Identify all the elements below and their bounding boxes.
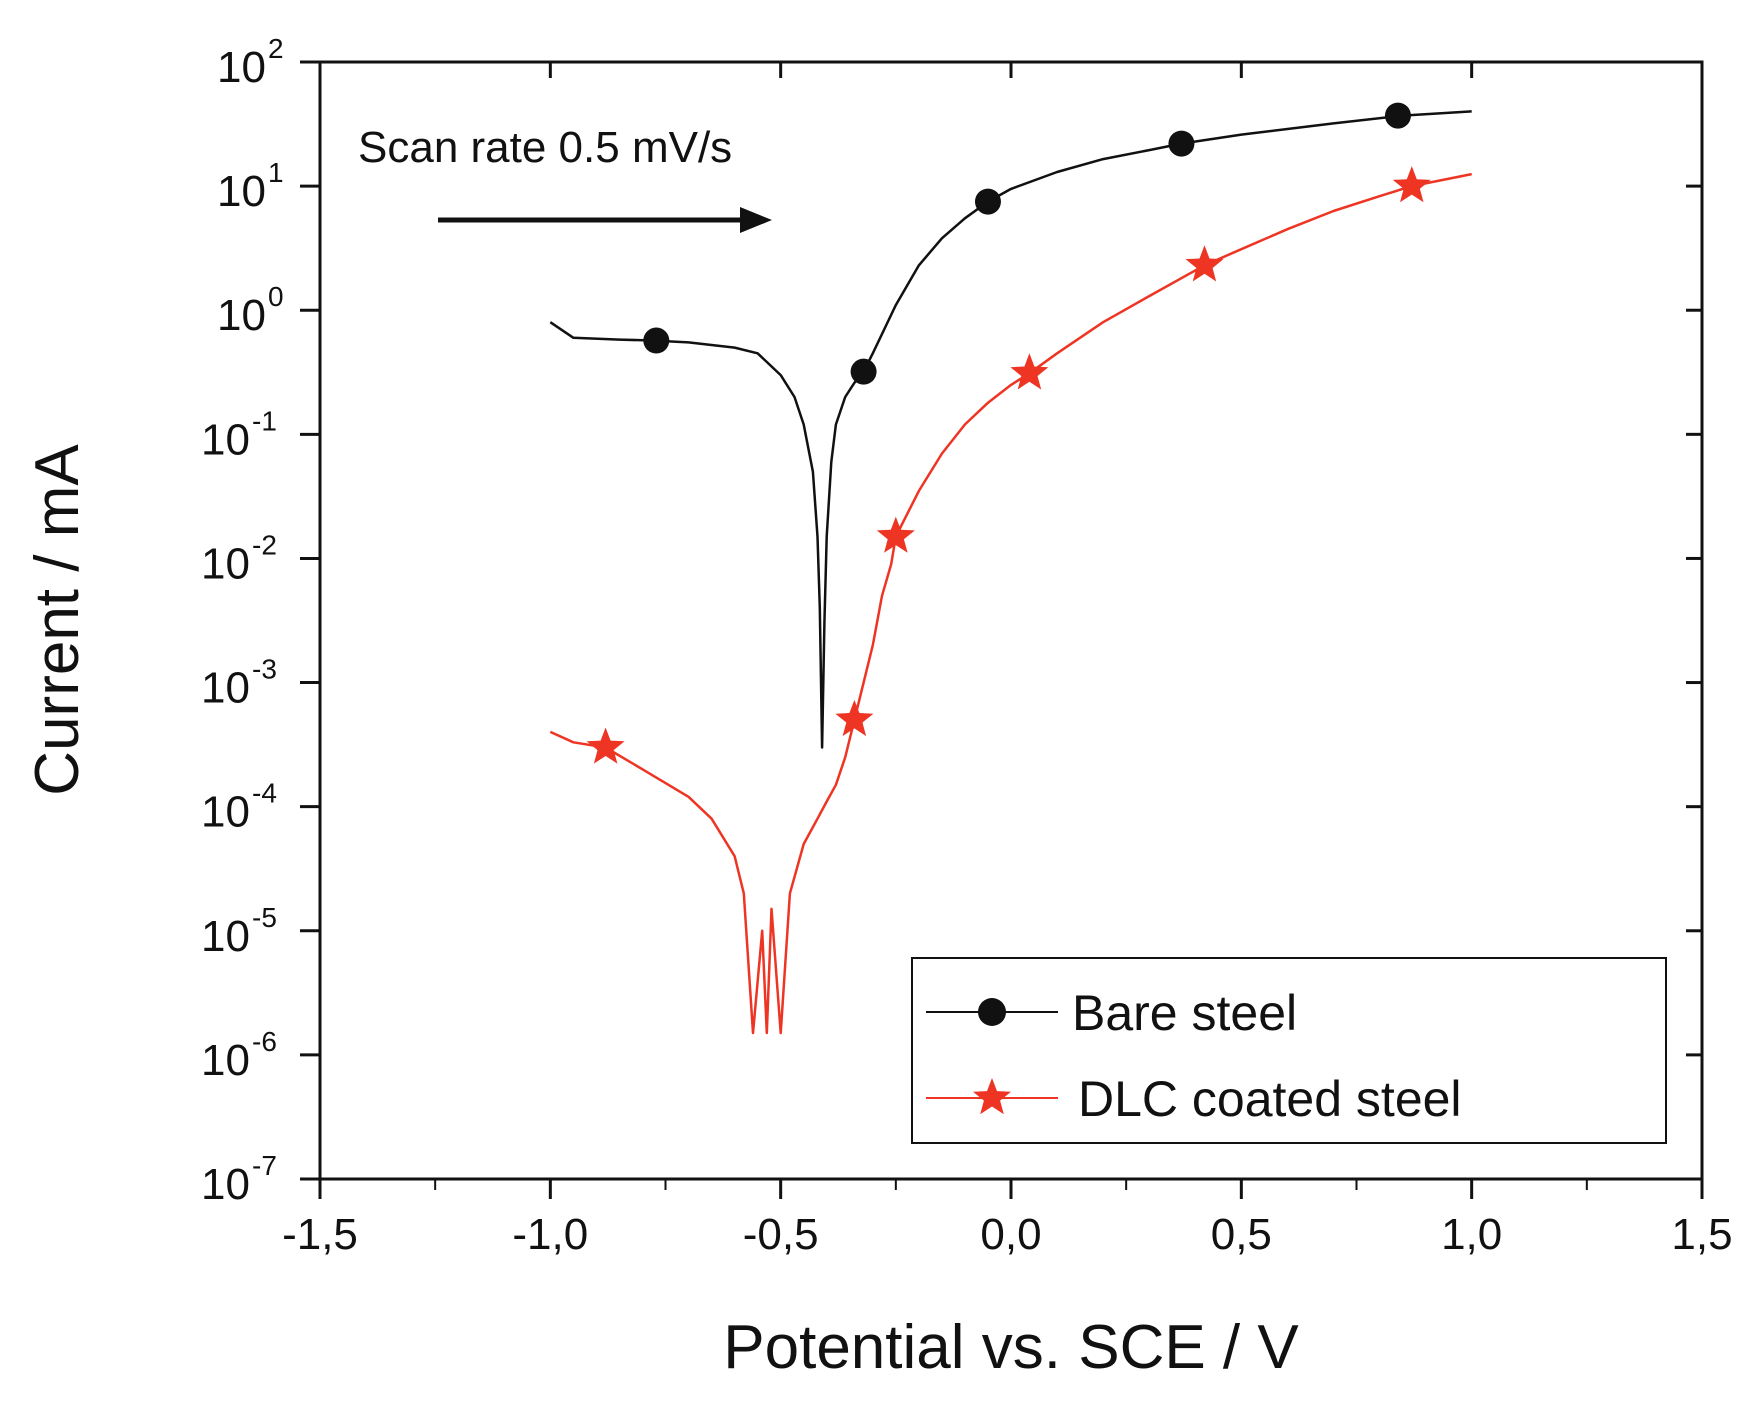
y-tick-base: 10: [217, 291, 266, 340]
y-tick-exponent: -4: [252, 778, 277, 809]
y-tick-label: 10 -1: [201, 405, 277, 464]
data-point-circle: [643, 327, 670, 354]
y-axis-title: Current / mA: [23, 444, 92, 796]
y-tick-exponent: -5: [252, 902, 277, 933]
x-tick-label: -1,0: [512, 1210, 588, 1259]
x-tick-label: 1,0: [1441, 1210, 1502, 1259]
y-tick-label: 10 2: [217, 33, 284, 92]
y-tick-exponent: -7: [252, 1150, 277, 1181]
legend-label-bare-steel: Bare steel: [1072, 985, 1297, 1041]
y-tick-base: 10: [201, 1160, 250, 1209]
y-tick-base: 10: [217, 167, 266, 216]
y-tick-exponent: 0: [268, 281, 284, 312]
y-tick-exponent: -3: [252, 654, 277, 685]
x-tick-label: 0,0: [980, 1210, 1041, 1259]
y-tick-exponent: -1: [252, 405, 277, 436]
y-tick-base: 10: [217, 43, 266, 92]
y-tick-base: 10: [201, 912, 250, 961]
y-tick-exponent: 2: [268, 33, 284, 64]
y-tick-base: 10: [201, 664, 250, 713]
data-point-circle: [1384, 102, 1411, 129]
data-point-circle: [974, 188, 1001, 215]
y-tick-base: 10: [201, 415, 250, 464]
series-line-1: [549, 172, 1472, 1035]
data-point-star: [876, 516, 915, 553]
y-tick-label: 10 -5: [201, 902, 277, 961]
y-tick-label: 10 -2: [201, 529, 277, 588]
y-tick-label: 10 -7: [201, 1150, 277, 1209]
y-tick-label: 10 -4: [201, 778, 277, 837]
legend: Bare steel DLC coated steel: [911, 957, 1667, 1144]
y-tick-label: 10 1: [217, 157, 284, 216]
x-tick-labels: -1,5 -1,0 -0,5 0,0 0,5 1,0 1,5: [282, 1210, 1733, 1259]
data-point-star: [1185, 245, 1224, 282]
y-tick-base: 10: [201, 1036, 250, 1085]
data-point-star: [1010, 353, 1049, 390]
data-point-star: [835, 699, 874, 737]
legend-item-bare-steel: Bare steel: [926, 985, 1297, 1041]
data-point-star: [586, 727, 625, 764]
data-point-circle: [850, 358, 877, 385]
y-tick-label: 10 0: [217, 281, 284, 340]
series-line-0: [549, 110, 1472, 749]
axis-ticks: [300, 60, 1704, 1199]
y-tick-exponent: 1: [268, 157, 284, 188]
data-point-star: [1392, 166, 1431, 203]
x-tick-label: -1,5: [282, 1210, 358, 1259]
legend-item-dlc: DLC coated steel: [926, 1071, 1462, 1127]
legend-box: [911, 957, 1667, 1144]
x-axis-title: Potential vs. SCE / V: [723, 1313, 1299, 1382]
scan-rate-annotation: Scan rate 0.5 mV/s: [358, 123, 732, 172]
y-tick-label: 10 -3: [201, 654, 277, 713]
y-tick-base: 10: [201, 788, 250, 837]
x-tick-label: -0,5: [743, 1210, 819, 1259]
y-tick-exponent: -2: [252, 529, 277, 560]
y-tick-base: 10: [201, 539, 250, 588]
legend-circle-marker: [978, 998, 1006, 1026]
x-tick-label: 1,5: [1671, 1210, 1732, 1259]
legend-label-dlc: DLC coated steel: [1078, 1071, 1462, 1127]
legend-star-marker: [973, 1078, 1011, 1115]
y-tick-exponent: -6: [252, 1026, 277, 1057]
y-tick-label: 10 -6: [201, 1026, 277, 1085]
scan-direction-arrow: [438, 207, 772, 233]
x-tick-label: 0,5: [1211, 1210, 1272, 1259]
legend-star-shape: [973, 1078, 1011, 1115]
data-point-circle: [1168, 130, 1195, 157]
series-layer: [549, 102, 1472, 1035]
